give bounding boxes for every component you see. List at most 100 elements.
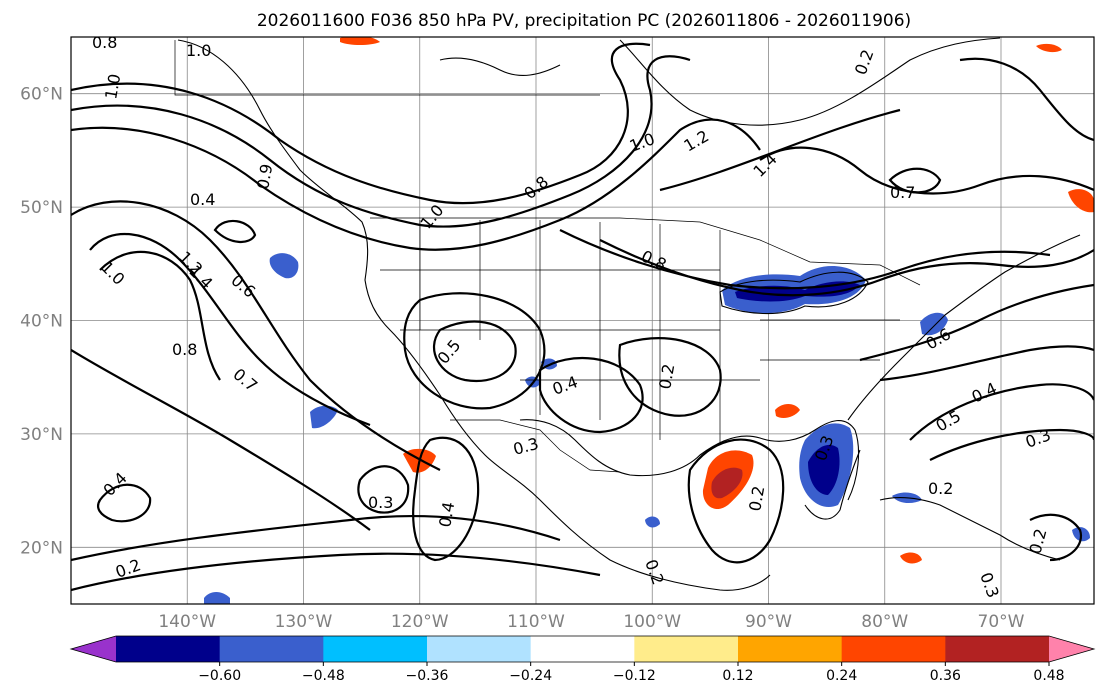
precip-area-southeast bbox=[775, 404, 800, 418]
pv-isoline bbox=[859, 283, 1094, 362]
pv-isoline bbox=[71, 42, 651, 205]
precip-area-pacific-nw bbox=[269, 253, 299, 279]
contour-label: 0.2 bbox=[655, 362, 678, 390]
colorbar-tick-label: −0.36 bbox=[406, 668, 449, 684]
pv-isoline bbox=[433, 320, 517, 383]
precip-area-south-pacific bbox=[204, 592, 230, 604]
contour-label: 0.8 bbox=[172, 340, 197, 359]
latitude-label: 60°N bbox=[20, 85, 63, 105]
caribbean-coastline bbox=[879, 496, 1061, 561]
pv-isoline bbox=[357, 465, 410, 514]
hudson-bay-coastline bbox=[619, 37, 1001, 126]
longitude-label: 70°W bbox=[978, 612, 1025, 632]
longitude-label: 110°W bbox=[507, 612, 565, 632]
pv-isoline bbox=[71, 200, 441, 471]
pv-isoline bbox=[403, 292, 546, 410]
colorbar-outline bbox=[69, 635, 1096, 663]
contour-label: 0.3 bbox=[368, 493, 393, 512]
pv-isoline bbox=[71, 349, 371, 531]
pv-isoline bbox=[71, 514, 561, 562]
colorbar-tick-label: −0.24 bbox=[509, 668, 552, 684]
pv-isoline bbox=[213, 219, 257, 243]
longitude-label: 140°W bbox=[158, 612, 216, 632]
great-lakes-outline bbox=[719, 271, 869, 315]
colorbar-segment bbox=[738, 636, 843, 662]
longitude-label: 90°W bbox=[745, 612, 792, 632]
colorbar-segment bbox=[116, 636, 221, 662]
figure-title: 2026011600 F036 850 hPa PV, precipitatio… bbox=[257, 11, 911, 31]
colorbar-tick-label: −0.12 bbox=[613, 668, 656, 684]
contour-label: 0.9 bbox=[253, 162, 276, 190]
map-panel: 0.8 1.0 1.0 0.4 1.2 1.4 1.0 0.6 0.8 0.7 … bbox=[20, 33, 1095, 632]
pv-isoline bbox=[888, 167, 942, 194]
latitude-label: 40°N bbox=[20, 312, 63, 332]
colorbar-tick-label: 0.24 bbox=[826, 668, 857, 684]
pv-contours bbox=[71, 42, 1094, 592]
pv-isoline bbox=[99, 250, 221, 381]
pv-isoline bbox=[687, 438, 785, 564]
colorbar-segment bbox=[323, 636, 428, 662]
florida-coastline bbox=[804, 449, 861, 520]
precip-area-greenland bbox=[1036, 43, 1062, 53]
contour-label: 0.7 bbox=[890, 183, 915, 202]
contour-label: 1.0 bbox=[101, 72, 124, 100]
pv-isoline bbox=[71, 118, 761, 251]
pv-isoline bbox=[96, 483, 152, 523]
colorbar-tick-label: 0.48 bbox=[1033, 668, 1064, 684]
colorbar-segment bbox=[530, 636, 635, 662]
pv-isoline bbox=[909, 383, 1094, 441]
colorbar-tick-label: −0.48 bbox=[302, 668, 345, 684]
precip-area-alaska bbox=[340, 37, 380, 45]
gulf-coastline bbox=[519, 419, 860, 501]
latitude-labels: 20°N 30°N 40°N 50°N 60°N bbox=[20, 85, 63, 559]
longitude-labels: 140°W 130°W 120°W 110°W 100°W 90°W 80°W 70°W bbox=[158, 612, 1024, 632]
contour-label: 0.2 bbox=[928, 479, 953, 498]
colorbar-tick-label: 0.12 bbox=[722, 668, 753, 684]
pv-isoline bbox=[89, 232, 371, 427]
longitude-label: 80°W bbox=[861, 612, 908, 632]
precip-area-gulf-core bbox=[711, 467, 743, 499]
colorbar-tick-label: 0.36 bbox=[930, 668, 961, 684]
pv-isoline bbox=[71, 552, 601, 592]
longitude-label: 100°W bbox=[623, 612, 681, 632]
latitude-label: 30°N bbox=[20, 425, 63, 445]
graticule bbox=[71, 37, 1094, 604]
latitude-label: 20°N bbox=[20, 538, 63, 558]
pv-isoline bbox=[618, 337, 722, 417]
colorbar-segments bbox=[116, 636, 1050, 662]
triangle-right-icon bbox=[1049, 636, 1094, 662]
contour-label: 0.4 bbox=[435, 500, 458, 528]
pv-isoline bbox=[879, 345, 1094, 382]
precip-area-hispaniola bbox=[900, 552, 922, 564]
canada-province-borders bbox=[174, 40, 600, 96]
coastlines bbox=[177, 37, 1081, 591]
colorbar-segment bbox=[634, 636, 739, 662]
precip-area-florida-core bbox=[808, 444, 840, 495]
precip-area-pacific bbox=[310, 405, 338, 429]
map-frame bbox=[70, 36, 1095, 605]
colorbar-ticks: −0.60 −0.48 −0.36 −0.24 −0.12 0.12 0.24 0.36 0.4… bbox=[198, 662, 1065, 684]
pv-isoline bbox=[538, 356, 644, 434]
precip-area-atlantic bbox=[1068, 189, 1094, 213]
pv-isoline bbox=[71, 55, 691, 228]
colorbar-segment bbox=[427, 636, 532, 662]
colorbar-segment bbox=[841, 636, 946, 662]
us-mexico-border bbox=[450, 419, 621, 473]
contour-label: 0.2 bbox=[745, 484, 768, 512]
pv-isoline bbox=[412, 436, 480, 562]
contour-label: 1.0 bbox=[186, 41, 211, 60]
colorbar-segment bbox=[945, 636, 1050, 662]
latitude-label: 50°N bbox=[20, 198, 63, 218]
pv-isoline bbox=[959, 57, 1094, 142]
colorbar-tick-label: −0.60 bbox=[198, 668, 241, 684]
longitude-label: 120°W bbox=[391, 612, 449, 632]
pv-isoline bbox=[659, 108, 901, 192]
us-canada-border bbox=[370, 217, 921, 286]
pv-isoline bbox=[929, 428, 1094, 461]
pv-isoline bbox=[559, 229, 1051, 290]
pv-isoline bbox=[1029, 513, 1083, 562]
pacific-coastline bbox=[177, 39, 771, 591]
precip-area-gulf-west bbox=[645, 516, 660, 528]
colorbar-segment bbox=[219, 636, 324, 662]
